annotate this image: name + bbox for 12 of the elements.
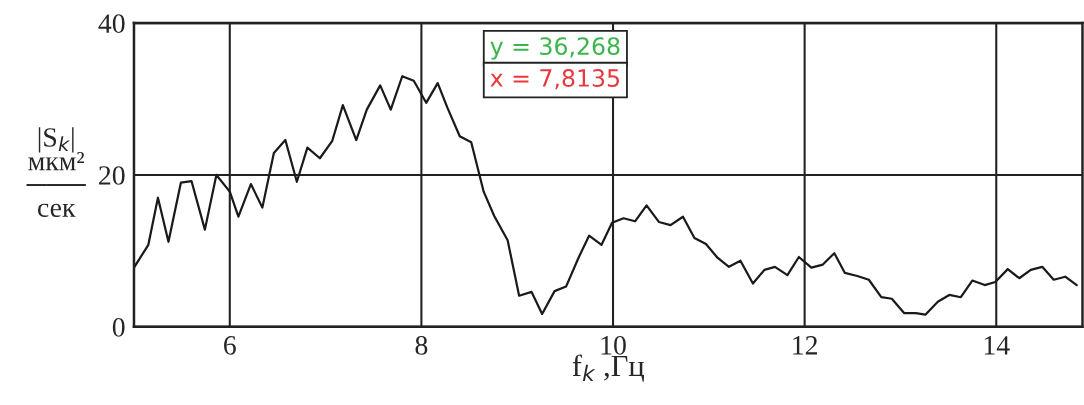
y-tick-label: 0 xyxy=(112,318,125,337)
annotation: x = 7,8135 xyxy=(490,69,619,90)
y-tick-label: 40 xyxy=(98,14,125,33)
x-tick-label: 10 xyxy=(601,335,626,355)
annotation: y = 36,268 xyxy=(490,37,620,60)
y-tick-label: 20 xyxy=(99,166,125,185)
x-tick-label: 6 xyxy=(224,336,236,355)
x-tick-label: 8 xyxy=(415,335,428,355)
x-tick-label: 14 xyxy=(984,336,1010,355)
y-axis-title: |S$_{k}$| мкм² ─── сек xyxy=(26,127,86,217)
x-axis-title: f$_{k}$ ,Гц xyxy=(572,354,645,382)
x-tick-label: 12 xyxy=(793,336,817,355)
